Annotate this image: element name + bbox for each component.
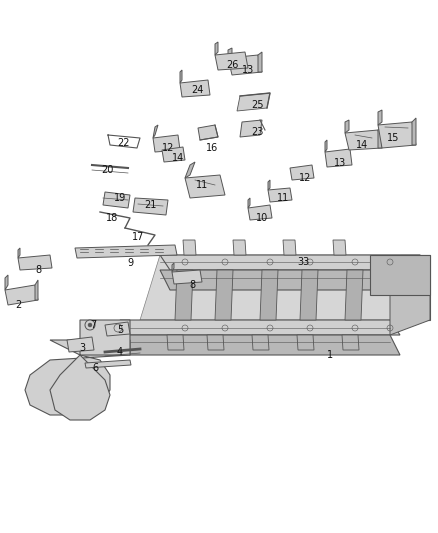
- Text: 8: 8: [35, 265, 41, 275]
- Polygon shape: [25, 340, 130, 415]
- Text: 17: 17: [132, 232, 144, 242]
- Text: 4: 4: [117, 347, 123, 357]
- Polygon shape: [248, 205, 272, 220]
- Polygon shape: [215, 42, 218, 55]
- Polygon shape: [370, 255, 430, 295]
- Polygon shape: [342, 335, 359, 350]
- Polygon shape: [228, 55, 262, 75]
- Text: 24: 24: [191, 85, 203, 95]
- Polygon shape: [5, 275, 8, 290]
- Polygon shape: [240, 120, 262, 137]
- Polygon shape: [180, 70, 182, 83]
- Polygon shape: [268, 180, 270, 190]
- Polygon shape: [175, 270, 193, 320]
- Polygon shape: [378, 110, 382, 125]
- Polygon shape: [300, 270, 318, 320]
- Polygon shape: [252, 335, 269, 350]
- Polygon shape: [67, 337, 94, 352]
- Polygon shape: [333, 240, 346, 255]
- Polygon shape: [378, 122, 416, 148]
- Polygon shape: [18, 248, 20, 258]
- Polygon shape: [283, 240, 296, 255]
- Text: 7: 7: [90, 320, 96, 330]
- Polygon shape: [105, 322, 130, 336]
- Text: 21: 21: [144, 200, 156, 210]
- Polygon shape: [153, 125, 158, 138]
- Polygon shape: [185, 162, 195, 178]
- Text: 12: 12: [162, 143, 174, 153]
- Polygon shape: [412, 118, 416, 145]
- Polygon shape: [75, 245, 177, 258]
- Text: 20: 20: [101, 165, 113, 175]
- Text: 16: 16: [206, 143, 218, 153]
- Polygon shape: [160, 270, 430, 290]
- Text: 11: 11: [196, 180, 208, 190]
- Polygon shape: [140, 255, 420, 320]
- Text: 2: 2: [15, 300, 21, 310]
- Text: 15: 15: [387, 133, 399, 143]
- Polygon shape: [172, 270, 202, 284]
- Circle shape: [85, 320, 95, 330]
- Polygon shape: [160, 255, 430, 270]
- Polygon shape: [228, 48, 232, 58]
- Text: 13: 13: [242, 65, 254, 75]
- Text: 10: 10: [256, 213, 268, 223]
- Text: 26: 26: [226, 60, 238, 70]
- Text: 8: 8: [189, 280, 195, 290]
- Text: 19: 19: [114, 193, 126, 203]
- Polygon shape: [325, 149, 352, 167]
- Polygon shape: [233, 240, 246, 255]
- Polygon shape: [50, 320, 130, 420]
- Polygon shape: [198, 125, 218, 140]
- Polygon shape: [207, 335, 224, 350]
- Polygon shape: [162, 147, 185, 162]
- Text: 25: 25: [252, 100, 264, 110]
- Polygon shape: [153, 135, 180, 152]
- Text: 11: 11: [277, 193, 289, 203]
- Polygon shape: [325, 140, 327, 152]
- Polygon shape: [103, 192, 130, 208]
- Polygon shape: [167, 335, 184, 350]
- Polygon shape: [390, 270, 430, 335]
- Polygon shape: [18, 255, 52, 270]
- Polygon shape: [5, 285, 38, 305]
- Polygon shape: [35, 280, 38, 300]
- Polygon shape: [85, 360, 131, 368]
- Polygon shape: [297, 335, 314, 350]
- Polygon shape: [400, 255, 430, 320]
- Circle shape: [88, 323, 92, 327]
- Text: 14: 14: [356, 140, 368, 150]
- Polygon shape: [345, 120, 349, 133]
- Text: 14: 14: [172, 153, 184, 163]
- Polygon shape: [248, 198, 250, 208]
- Text: 18: 18: [106, 213, 118, 223]
- Polygon shape: [268, 188, 292, 202]
- Polygon shape: [120, 335, 400, 355]
- Polygon shape: [172, 263, 174, 272]
- Text: 6: 6: [92, 363, 98, 373]
- Text: 23: 23: [251, 127, 263, 137]
- Text: 13: 13: [334, 158, 346, 168]
- Polygon shape: [215, 270, 233, 320]
- Polygon shape: [185, 175, 225, 198]
- Text: 5: 5: [117, 325, 123, 335]
- Polygon shape: [120, 320, 400, 335]
- Text: 1: 1: [327, 350, 333, 360]
- Polygon shape: [260, 270, 278, 320]
- Text: 9: 9: [127, 258, 133, 268]
- Polygon shape: [378, 127, 382, 148]
- Polygon shape: [258, 52, 262, 72]
- Polygon shape: [215, 52, 248, 70]
- Polygon shape: [183, 240, 196, 255]
- Polygon shape: [290, 165, 314, 180]
- Text: 33: 33: [297, 257, 309, 267]
- Polygon shape: [237, 93, 270, 111]
- Polygon shape: [345, 130, 382, 150]
- Text: 22: 22: [117, 138, 129, 148]
- Polygon shape: [133, 198, 168, 215]
- Text: 12: 12: [299, 173, 311, 183]
- Polygon shape: [345, 270, 363, 320]
- Text: 3: 3: [79, 343, 85, 353]
- Polygon shape: [180, 80, 210, 97]
